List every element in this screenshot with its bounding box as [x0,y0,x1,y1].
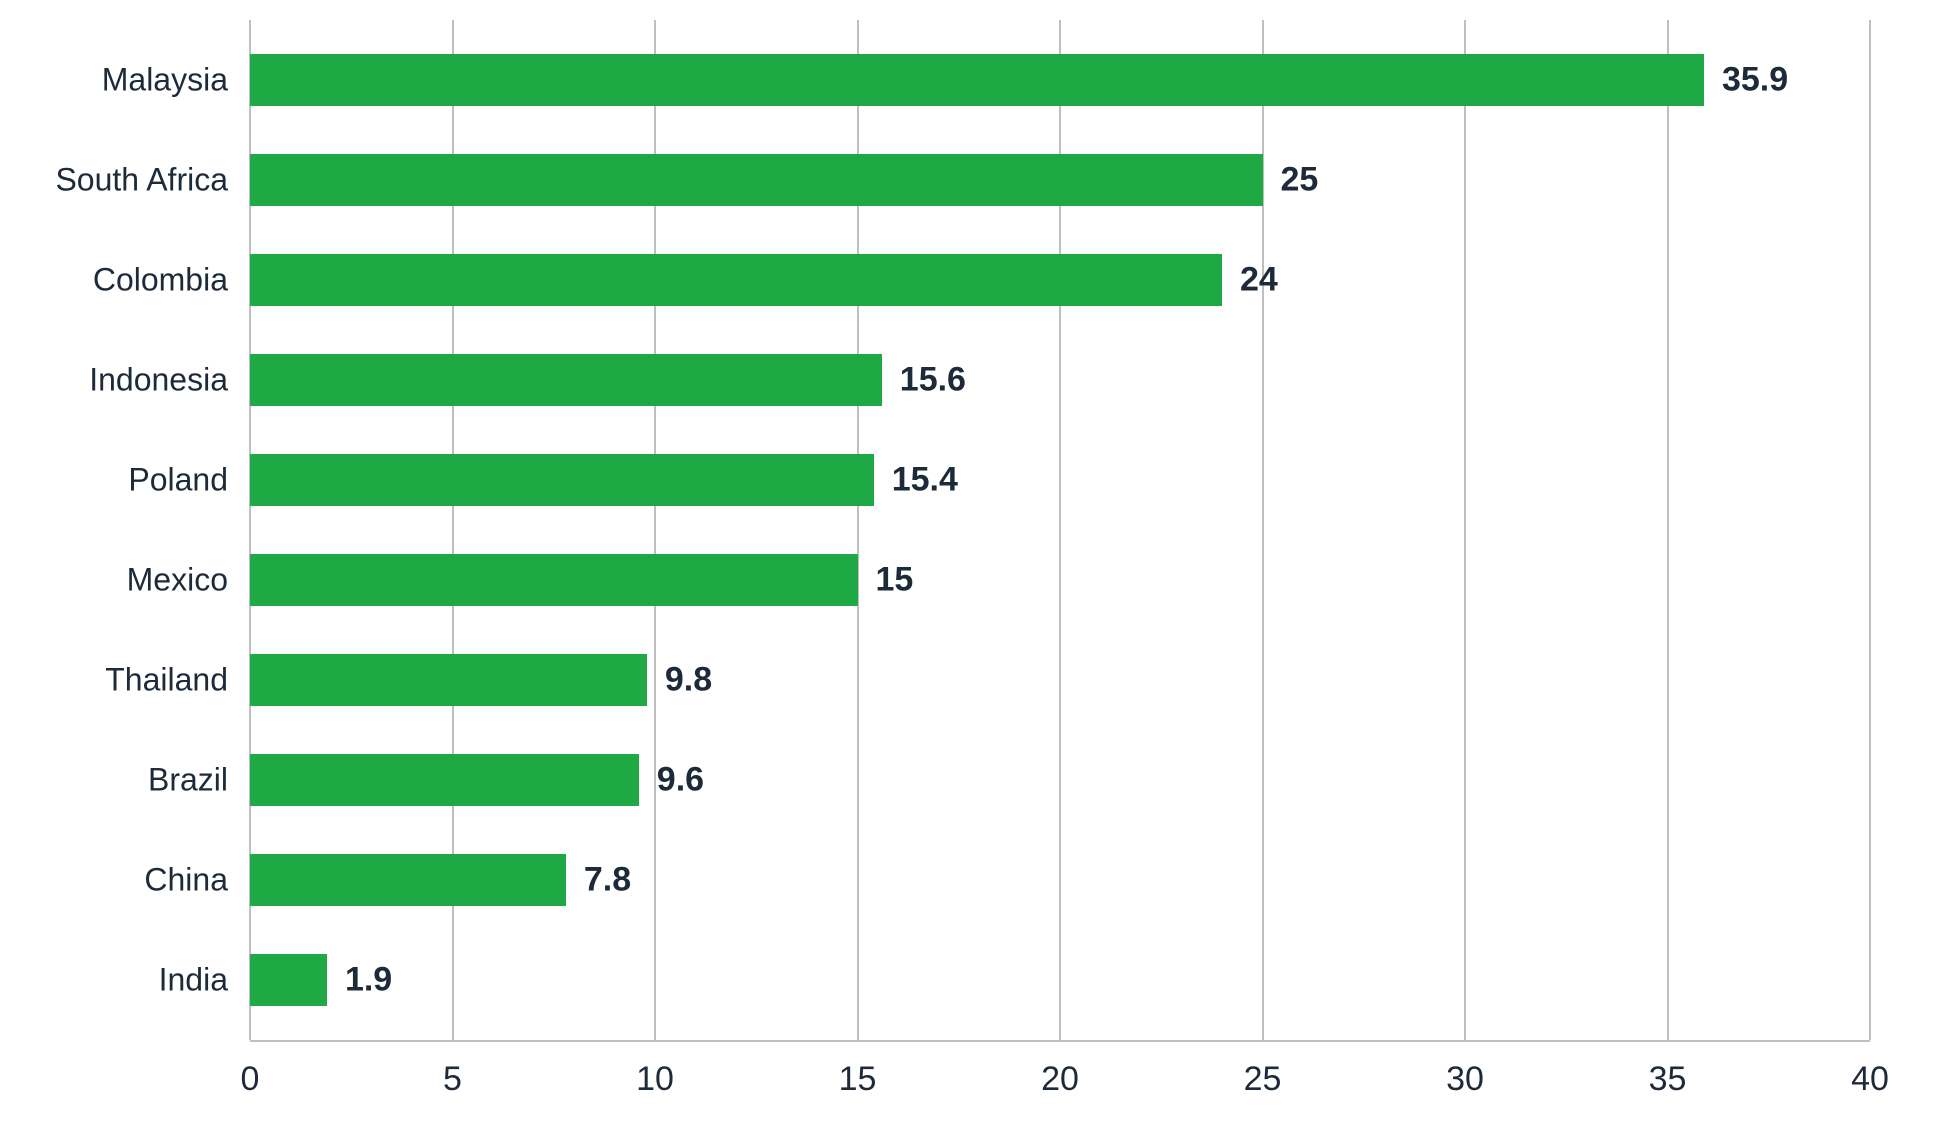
bar [250,854,566,906]
bar-row: South Africa25 [250,154,1870,206]
x-tick-label: 20 [1041,1040,1079,1099]
category-label: China [144,862,250,899]
x-axis-line [250,1040,1870,1042]
bar-row: Indonesia15.6 [250,354,1870,406]
category-label: South Africa [55,162,250,199]
value-label: 15 [858,561,914,600]
bar [250,754,639,806]
bar [250,254,1222,306]
category-label: Malaysia [102,62,250,99]
bar [250,954,327,1006]
bar-row: India1.9 [250,954,1870,1006]
category-label: Poland [128,462,250,499]
category-label: Mexico [127,562,250,599]
value-label: 35.9 [1704,61,1788,100]
bar-row: Mexico15 [250,554,1870,606]
bar [250,154,1263,206]
category-label: Thailand [105,662,250,699]
x-tick-label: 25 [1244,1040,1282,1099]
bar-row: Brazil9.6 [250,754,1870,806]
x-tick-label: 40 [1851,1040,1889,1099]
x-tick-label: 30 [1446,1040,1484,1099]
x-tick-label: 15 [839,1040,877,1099]
category-label: India [159,962,250,999]
value-label: 9.6 [639,761,704,800]
bar-row: Colombia24 [250,254,1870,306]
bar-row: Poland15.4 [250,454,1870,506]
value-label: 1.9 [327,961,392,1000]
bar [250,354,882,406]
x-tick-label: 35 [1649,1040,1687,1099]
bar-row: Thailand9.8 [250,654,1870,706]
bar [250,54,1704,106]
bar [250,654,647,706]
plot-area: 0510152025303540Malaysia35.9South Africa… [250,20,1870,1040]
bar-row: Malaysia35.9 [250,54,1870,106]
value-label: 25 [1263,161,1319,200]
x-tick-label: 10 [636,1040,674,1099]
bar-row: China7.8 [250,854,1870,906]
bar [250,454,874,506]
value-label: 24 [1222,261,1278,300]
value-label: 7.8 [566,861,631,900]
category-label: Colombia [93,262,250,299]
category-label: Indonesia [89,362,250,399]
value-label: 15.6 [882,361,966,400]
value-label: 15.4 [874,461,958,500]
bar [250,554,858,606]
x-tick-label: 5 [443,1040,462,1099]
value-label: 9.8 [647,661,712,700]
category-label: Brazil [148,762,250,799]
x-tick-label: 0 [241,1040,260,1099]
horizontal-bar-chart: 0510152025303540Malaysia35.9South Africa… [0,0,1938,1130]
